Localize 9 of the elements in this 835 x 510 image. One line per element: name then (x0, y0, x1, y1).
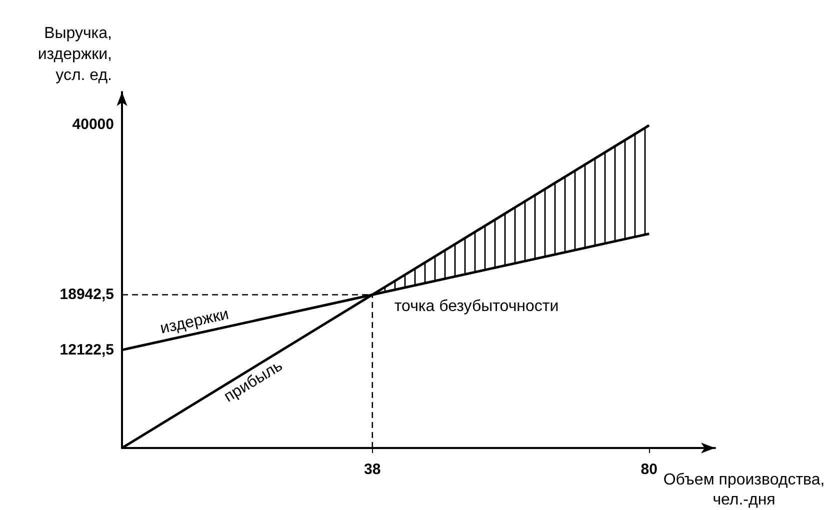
x-axis-title: Объем производства, чел.-дня (663, 472, 825, 508)
y-tick-label: 18942,5 (60, 286, 114, 304)
y-tick-label: 40000 (72, 116, 114, 133)
y-axis-title: Выручка, издержки, усл. ед. (38, 25, 112, 84)
text: издержки (158, 306, 230, 338)
x-tick-label: 80 (640, 461, 658, 478)
x-tick-label: 38 (364, 461, 381, 478)
y-tick-label: 12122,5 (60, 341, 114, 358)
annotation: точка безубыточности (394, 298, 559, 316)
